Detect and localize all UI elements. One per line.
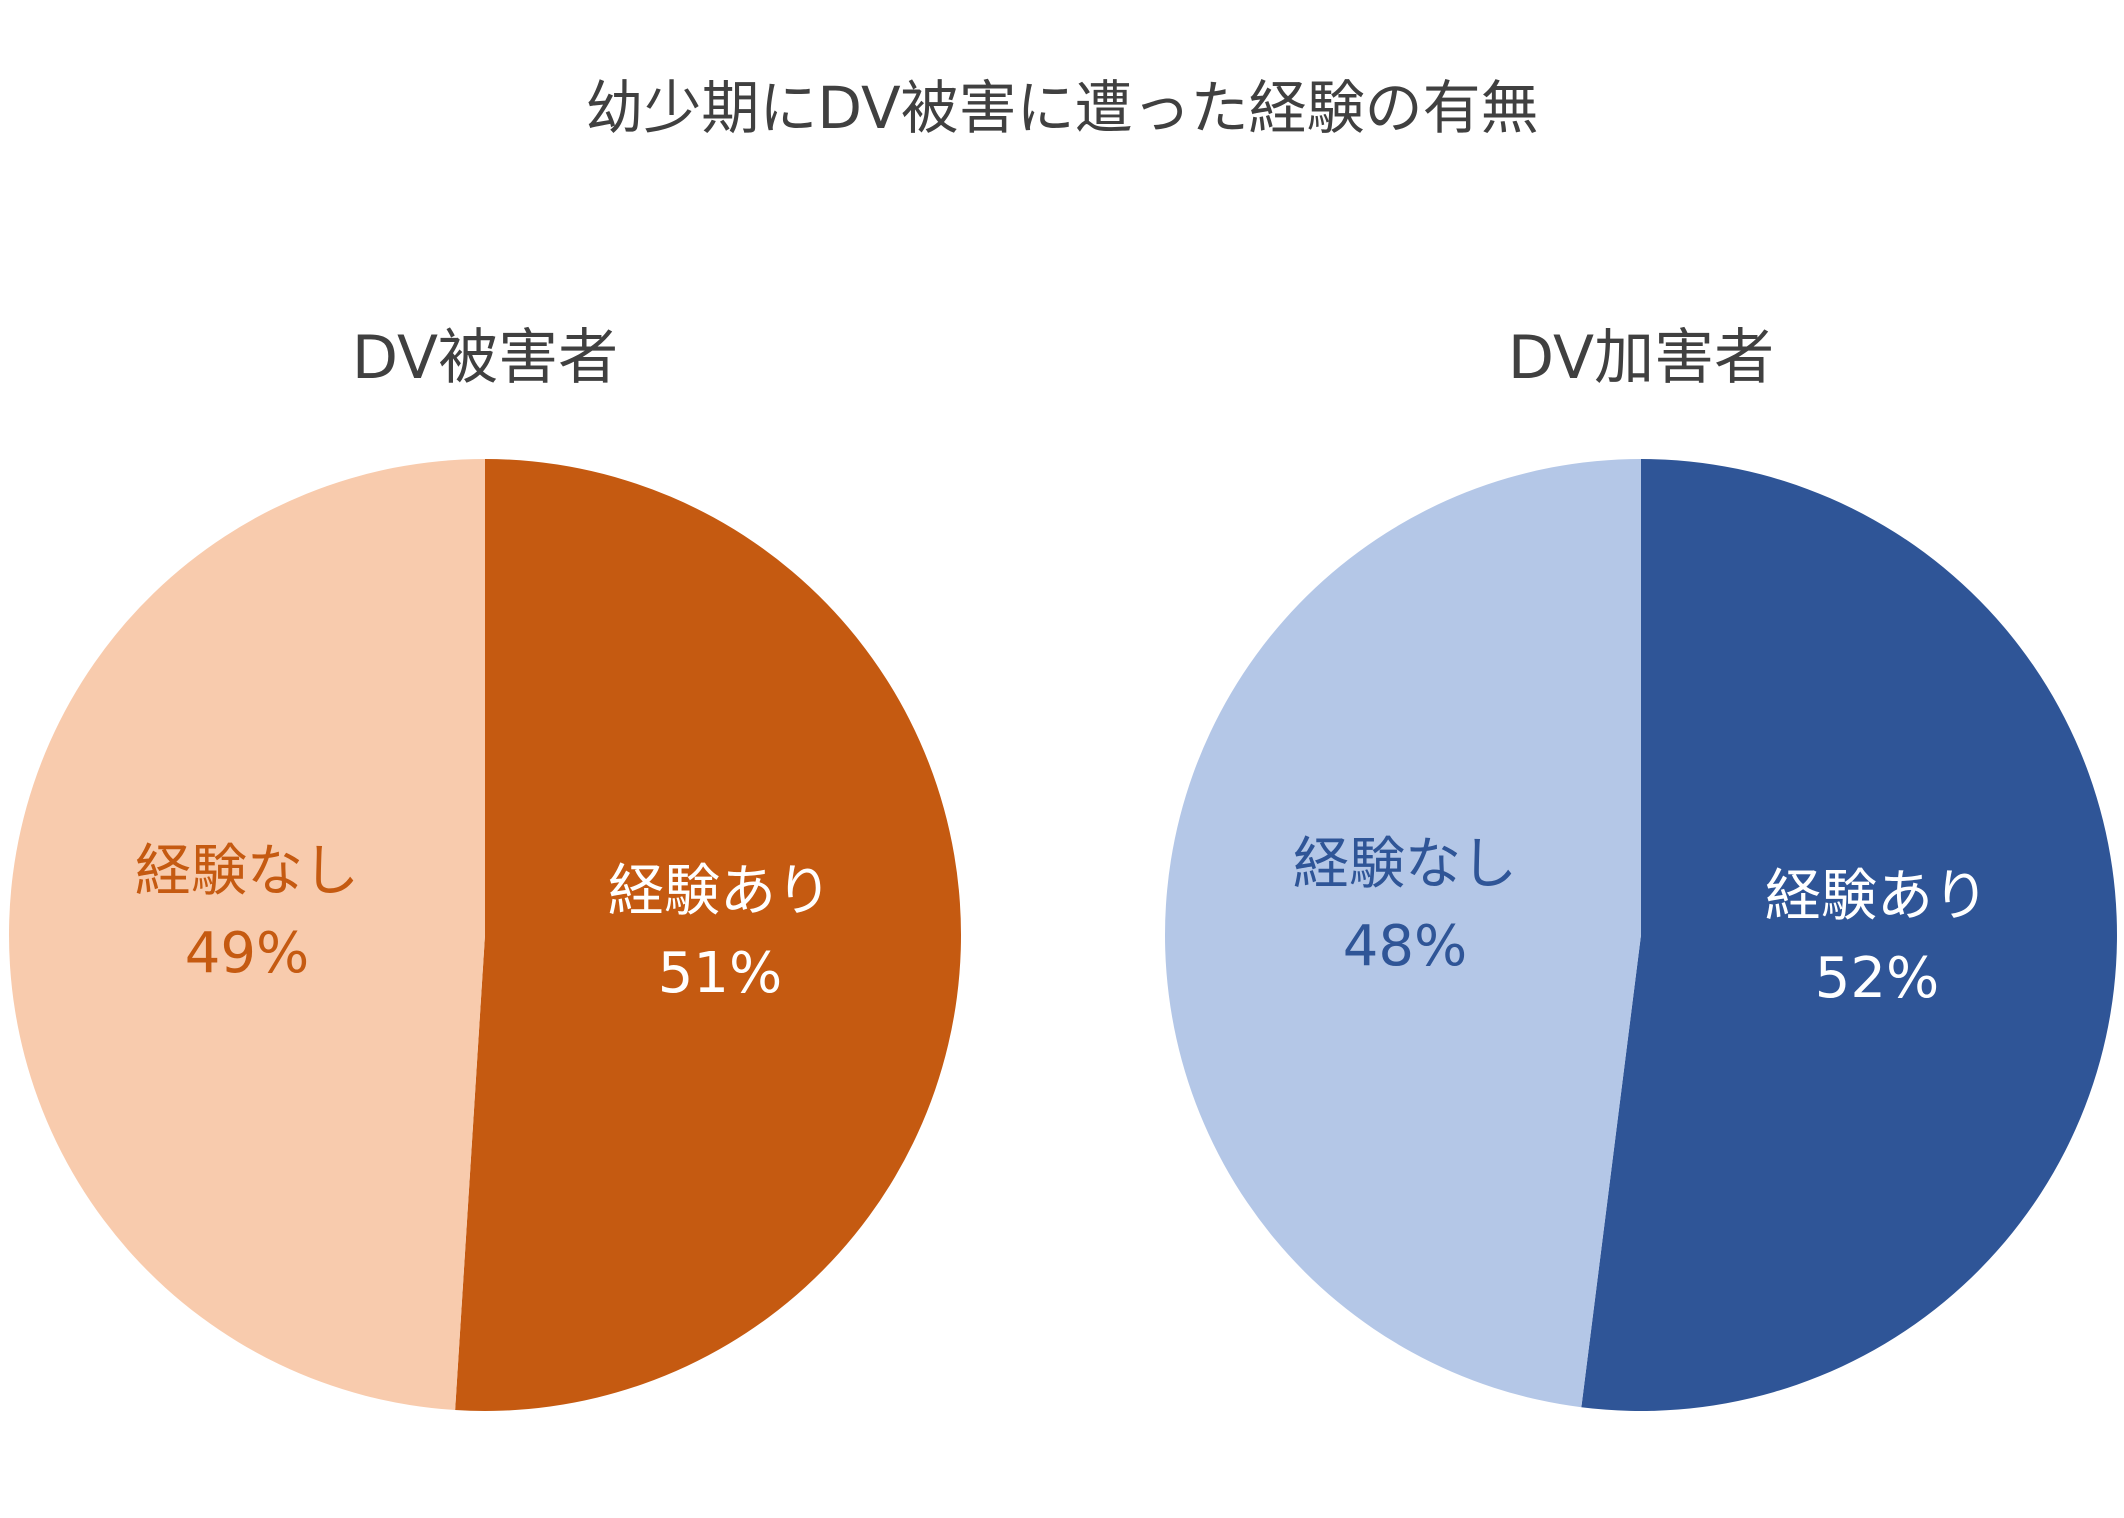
pie-slice (455, 458, 962, 1411)
slice-value-label: 48% (1343, 914, 1467, 979)
slice-category-label: 経験なし (1293, 832, 1517, 897)
slice-value-label: 51% (658, 941, 782, 1006)
slice-value-label: 49% (185, 921, 309, 986)
slice-category-label: 経験あり (608, 859, 832, 924)
chart-title: 幼少期にDV被害に遭った経験の有無 (585, 74, 1538, 142)
slice-category-label: 経験あり (1765, 864, 1989, 929)
pie-chart-victim: DV被害者 経験あり 51% 経験なし 49% (9, 323, 962, 1411)
pie-title: DV加害者 (1508, 323, 1774, 393)
pie-slice (9, 459, 486, 1411)
pie-slice (1581, 459, 2117, 1411)
pie-chart-perpetrator: DV加害者 経験あり 52% 経験なし 48% (1164, 323, 2117, 1411)
pie-slice (1164, 459, 1641, 1408)
slice-value-label: 52% (1815, 946, 1939, 1011)
slice-category-label: 経験なし (135, 839, 359, 904)
pie-title: DV被害者 (352, 323, 618, 393)
